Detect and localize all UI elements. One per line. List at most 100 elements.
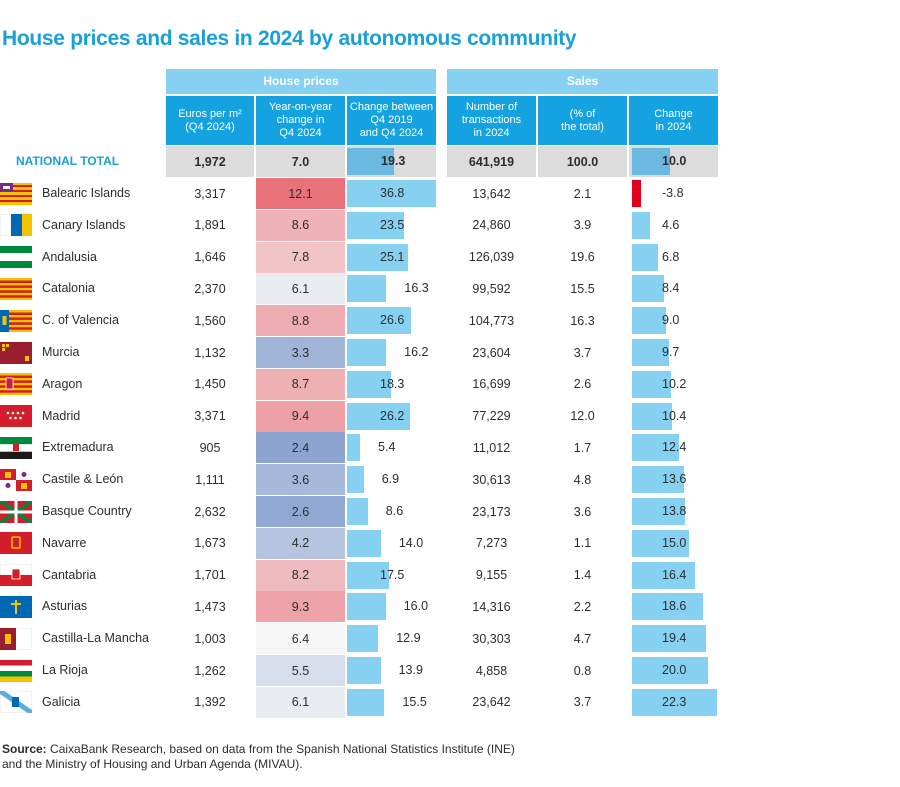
row-name-cantabria: Cantabria <box>42 567 97 582</box>
num-cell-murcia: 23,604 <box>472 345 511 360</box>
chg-bar-madrid <box>347 402 411 430</box>
row-name-la-rioja: La Rioja <box>42 663 88 677</box>
col-header-euros: Euros per m² (Q4 2024) <box>166 96 254 145</box>
flag-balearic-islands-icon <box>0 182 32 205</box>
flag-canary-islands-icon <box>0 214 32 237</box>
num-cell-extremadura: 11,012 <box>472 440 511 455</box>
row-name-c-of-valencia: C. of Valencia <box>42 313 119 328</box>
row-name-basque-country: Basque Country <box>42 504 132 518</box>
chg-label-balearic-islands: 36.8 <box>380 186 405 200</box>
chg-bar-extremadura <box>347 434 361 462</box>
yoy-cell-castilla-la-mancha: 6.4 <box>256 623 345 655</box>
yoy-cell-asturias: 9.3 <box>256 591 345 623</box>
num-cell-cantabria: 9,155 <box>475 568 508 583</box>
sales-bar-castilla-la-mancha <box>632 625 706 653</box>
sales-label-andalusia: 6.8 <box>662 249 680 264</box>
euros-cell-murcia: 1,132 <box>194 345 226 360</box>
pct-cell-asturias: 2.2 <box>573 599 592 614</box>
chg-label-andalusia: 25.1 <box>380 249 405 264</box>
sales-label-murcia: 9.7 <box>662 345 680 359</box>
euros-cell-canary-islands: 1,891 <box>194 218 226 233</box>
pct-cell-canary-islands: 3.9 <box>573 218 592 233</box>
row-name-balearic-islands: Balearic Islands <box>42 186 131 200</box>
sales-bar-basque-country <box>632 498 685 525</box>
sales-bar-canary-islands <box>632 211 650 239</box>
national-num: 641,919 <box>447 146 536 177</box>
chart-title: House prices and sales in 2024 by autono… <box>2 27 577 50</box>
row-name-aragon: Aragon <box>42 376 83 391</box>
sales-bar-cantabria <box>632 561 695 589</box>
yoy-cell-extremadura: 2.4 <box>256 432 345 464</box>
chg-label-castilla-la-mancha: 12.9 <box>396 631 421 646</box>
flag-asturias-icon <box>0 595 32 618</box>
national-chg-label: 19.3 <box>381 154 406 168</box>
euros-cell-castilla-la-mancha: 1,003 <box>194 631 226 646</box>
sales-bar-c-of-valencia <box>632 307 667 335</box>
yoy-cell-galicia: 6.1 <box>256 686 345 718</box>
chg-label-galicia: 15.5 <box>402 694 427 709</box>
euros-cell-andalusia: 1,646 <box>194 250 226 265</box>
chg-bar-cantabria <box>347 561 390 589</box>
flag-murcia-icon <box>0 341 32 364</box>
national-pct: 100.0 <box>538 146 627 177</box>
flag-catalonia-icon <box>0 277 32 300</box>
pct-cell-andalusia: 19.6 <box>570 250 595 265</box>
header-sales: Sales <box>447 69 718 94</box>
flag-la-rioja-icon <box>0 659 32 682</box>
euros-cell-madrid: 3,371 <box>194 409 226 424</box>
chg-label-catalonia: 16.3 <box>404 281 429 296</box>
pct-cell-madrid: 12.0 <box>570 409 595 424</box>
chg-bar-canary-islands <box>347 211 404 239</box>
row-name-canary-islands: Canary Islands <box>42 217 126 232</box>
chg-label-aragon: 18.3 <box>380 376 405 391</box>
pct-cell-castile-le-n: 4.8 <box>573 472 592 487</box>
pct-cell-c-of-valencia: 16.3 <box>570 313 595 328</box>
chg-bar-murcia <box>347 339 387 366</box>
num-cell-catalonia: 99,592 <box>472 281 511 296</box>
yoy-cell-madrid: 9.4 <box>256 400 345 432</box>
num-cell-canary-islands: 24,860 <box>472 218 511 233</box>
chg-bar-balearic-islands <box>347 180 436 207</box>
chg-label-extremadura: 5.4 <box>378 440 396 455</box>
chg-label-navarre: 14.0 <box>398 535 424 550</box>
yoy-cell-navarre: 4.2 <box>256 527 345 559</box>
col-header-pct-total: (% of the total) <box>538 96 627 145</box>
col-header-change-2019: Change between Q4 2019 and Q4 2024 <box>347 96 436 145</box>
sales-label-navarre: 15.0 <box>662 535 687 550</box>
row-name-andalusia: Andalusia <box>42 249 97 264</box>
euros-cell-galicia: 1,392 <box>194 695 226 710</box>
num-cell-madrid: 77,229 <box>472 409 511 424</box>
sales-bar-catalonia <box>632 275 665 303</box>
num-cell-c-of-valencia: 104,773 <box>468 313 515 328</box>
euros-cell-balearic-islands: 3,317 <box>194 186 226 201</box>
national-yoy: 7.0 <box>256 146 345 177</box>
sales-bar-castile-le-n <box>632 466 684 494</box>
num-cell-castile-le-n: 30,613 <box>472 472 511 487</box>
pct-cell-cantabria: 1.4 <box>573 568 592 583</box>
sales-bar-madrid <box>632 402 672 430</box>
sales-label-c-of-valencia: 9.0 <box>662 313 680 328</box>
chg-bar-andalusia <box>347 243 408 271</box>
sales-label-catalonia: 8.4 <box>662 281 680 296</box>
chg-label-canary-islands: 23.5 <box>380 217 405 232</box>
source-note: Source: CaixaBank Research, based on dat… <box>2 742 515 771</box>
yoy-cell-castile-le-n: 3.6 <box>256 464 345 496</box>
pct-cell-la-rioja: 0.8 <box>573 663 592 678</box>
chg-label-la-rioja: 13.9 <box>398 663 423 677</box>
chg-label-cantabria: 17.5 <box>380 567 405 582</box>
sales-bar-balearic-islands <box>632 180 641 207</box>
euros-cell-asturias: 1,473 <box>194 599 226 614</box>
euros-cell-catalonia: 2,370 <box>194 281 226 296</box>
yoy-cell-c-of-valencia: 8.8 <box>256 305 345 337</box>
sales-label-extremadura: 12.4 <box>662 440 687 455</box>
pct-cell-catalonia: 15.5 <box>570 281 595 296</box>
header-house-prices: House prices <box>166 69 436 94</box>
national-chg-bar <box>347 148 394 175</box>
chg-bar-asturias <box>347 593 386 621</box>
yoy-cell-balearic-islands: 12.1 <box>256 178 345 209</box>
sales-label-asturias: 18.6 <box>662 599 687 614</box>
sales-bar-aragon <box>632 370 671 398</box>
yoy-cell-cantabria: 8.2 <box>256 559 345 591</box>
row-name-catalonia: Catalonia <box>42 281 95 296</box>
sales-label-cantabria: 16.4 <box>662 567 687 582</box>
